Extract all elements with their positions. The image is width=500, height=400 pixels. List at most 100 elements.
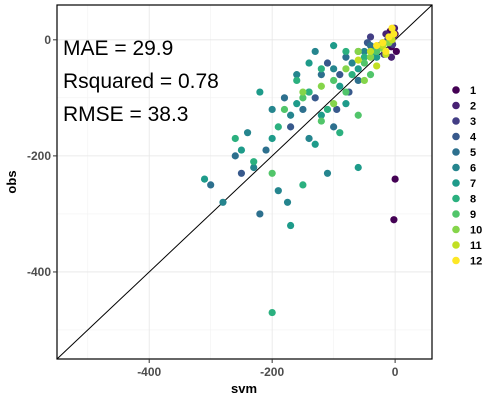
data-point-series-4	[311, 94, 319, 102]
legend-key-4	[452, 132, 460, 141]
data-point-series-5	[317, 71, 325, 79]
data-point-series-5	[256, 210, 264, 218]
legend-key-12	[452, 256, 460, 265]
data-point-series-4	[336, 71, 344, 79]
legend-key-5	[452, 148, 460, 156]
data-point-series-6	[293, 71, 301, 79]
data-point-series-9	[354, 111, 362, 119]
y-axis-title: obs	[4, 170, 19, 193]
data-point-series-4	[323, 59, 332, 67]
data-point-series-6	[274, 187, 282, 195]
data-points	[200, 24, 400, 317]
data-point-series-10	[299, 88, 307, 96]
x-tick-label: 0	[392, 365, 399, 379]
data-point-series-8	[250, 158, 258, 166]
data-point-series-5	[262, 146, 270, 154]
y-axis: 0 -200 -400	[27, 33, 57, 279]
x-axis-title: svm	[231, 381, 257, 396]
data-point-series-4	[287, 123, 295, 131]
data-point-series-9	[366, 71, 375, 79]
data-point-series-6	[305, 134, 313, 143]
data-point-series-6	[348, 59, 356, 67]
legend-label-2: 2	[470, 101, 476, 113]
data-point-series-7	[268, 134, 276, 143]
data-point-series-9	[342, 88, 350, 96]
data-point-series-8	[360, 53, 368, 61]
data-point-series-7	[336, 82, 344, 90]
data-point-series-9	[317, 117, 325, 125]
data-point-series-8	[274, 123, 282, 131]
x-axis: -400 -200 0	[137, 359, 399, 379]
data-point-series-7	[317, 111, 325, 119]
data-point-series-7	[342, 100, 350, 108]
data-point-series-11	[373, 62, 381, 70]
data-point-series-7	[330, 42, 338, 50]
data-point-series-11	[354, 56, 362, 64]
data-point-series-6	[250, 163, 258, 172]
data-point-series-5	[366, 42, 375, 50]
data-point-series-12	[379, 39, 387, 47]
data-point-series-7	[287, 221, 295, 230]
data-point-series-8	[268, 308, 276, 317]
legend-label-7: 7	[470, 178, 476, 190]
legend-key-11	[452, 241, 460, 249]
legend-key-8	[452, 194, 460, 203]
y-tick-label: -200	[27, 149, 51, 163]
data-point-series-6	[323, 169, 332, 177]
legend-key-2	[452, 101, 460, 110]
data-point-series-6	[330, 65, 338, 73]
data-point-series-5	[280, 94, 289, 102]
data-point-series-5	[207, 181, 215, 189]
data-point-series-7	[354, 65, 362, 73]
data-point-series-1	[391, 175, 399, 183]
data-point-series-5	[342, 53, 350, 61]
data-point-series-8	[299, 181, 307, 189]
data-point-series-9	[373, 47, 381, 56]
data-point-series-8	[323, 105, 332, 114]
y-tick-label: 0	[44, 33, 51, 47]
legend-label-12: 12	[470, 256, 482, 268]
legend-key-9	[452, 210, 460, 218]
data-point-series-8	[231, 134, 239, 143]
data-point-series-7	[311, 140, 319, 148]
data-point-series-9	[268, 169, 276, 177]
legend-label-11: 11	[470, 240, 482, 252]
legend-key-1	[452, 86, 460, 94]
legend-label-8: 8	[470, 194, 476, 206]
data-point-series-7	[354, 163, 362, 172]
data-point-series-6	[283, 198, 292, 206]
legend-label-6: 6	[470, 163, 476, 175]
data-point-series-9	[280, 105, 289, 114]
data-point-series-5	[231, 152, 239, 160]
legend-label-4: 4	[470, 132, 477, 144]
data-point-series-5	[330, 123, 338, 131]
data-point-series-10	[366, 53, 375, 61]
data-point-series-2	[387, 53, 396, 61]
panel-border	[56, 4, 433, 360]
data-point-series-8	[348, 71, 356, 79]
legend-label-10: 10	[470, 225, 482, 237]
x-tick-label: -200	[260, 365, 284, 379]
data-point-series-10	[360, 76, 368, 85]
data-point-series-10	[330, 100, 338, 108]
data-point-series-8	[342, 47, 350, 56]
identity-line	[56, 4, 433, 360]
data-point-series-4	[333, 105, 341, 114]
data-point-series-8	[317, 65, 325, 73]
data-point-series-3	[366, 33, 375, 41]
data-point-series-6	[219, 198, 227, 206]
data-point-series-6	[287, 111, 295, 119]
annotation-rsquared: Rsquared = 0.78	[63, 70, 219, 93]
data-point-series-1	[392, 47, 400, 56]
data-point-series-11	[366, 47, 375, 56]
data-point-series-7	[256, 88, 264, 96]
legend-label-1: 1	[470, 85, 476, 97]
data-point-series-9	[330, 76, 338, 85]
data-point-series-12	[373, 42, 381, 50]
legend-label-9: 9	[470, 209, 476, 221]
data-point-series-7	[373, 53, 381, 61]
data-point-series-8	[305, 88, 313, 96]
x-tick-label: -400	[137, 365, 161, 379]
data-point-series-6	[243, 129, 252, 137]
